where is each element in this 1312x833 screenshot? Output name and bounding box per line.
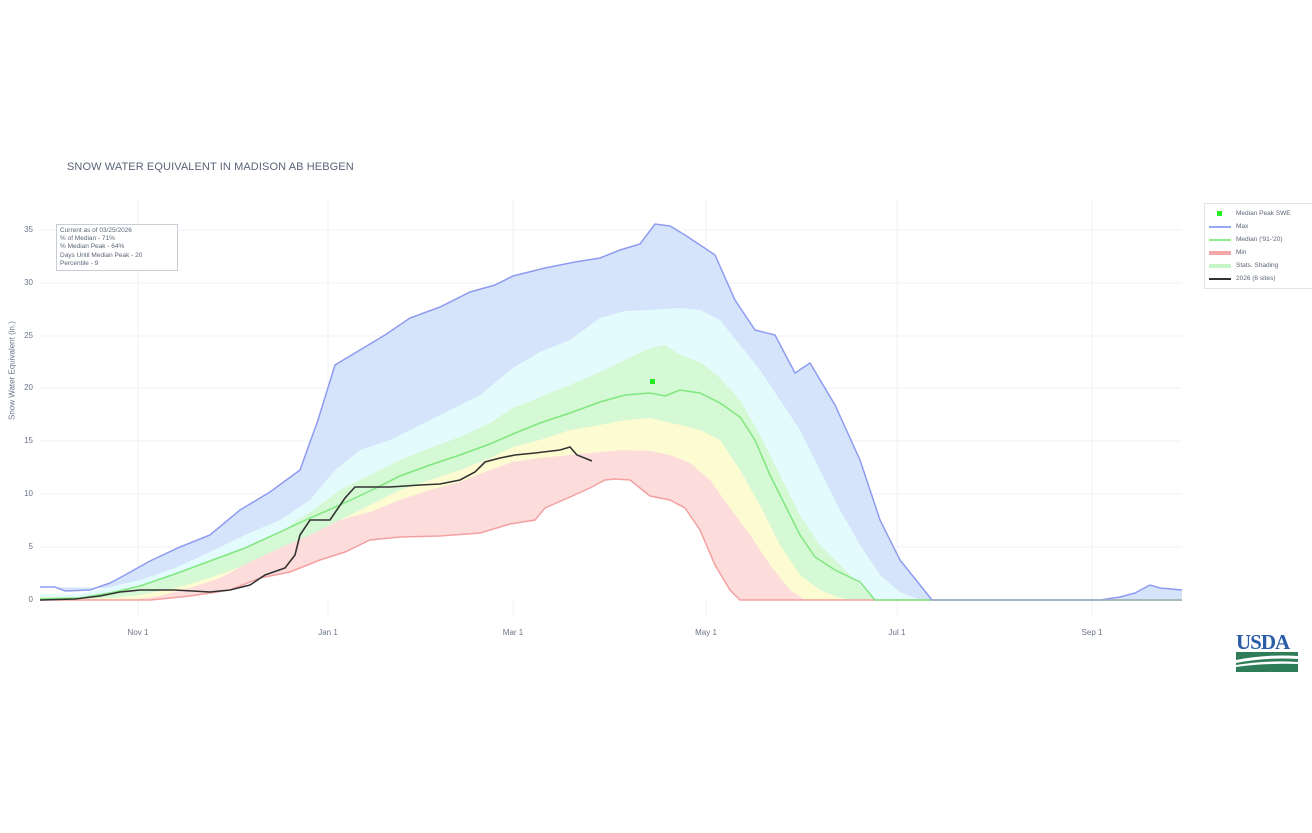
median-line — [39, 389, 1182, 601]
y-tick-30: 30 — [24, 278, 33, 287]
y-tick-35: 35 — [24, 225, 33, 234]
median-peak-marker[interactable] — [650, 379, 655, 384]
legend-item-max[interactable]: Max — [1209, 220, 1311, 233]
legend-label: Min — [1236, 249, 1247, 256]
current-stats-box: Current as of 03/25/2026 % of Median - 7… — [56, 224, 178, 272]
chart-title: SNOW WATER EQUIVALENT IN MADISON AB HEBG… — [67, 161, 354, 173]
below-min — [40, 479, 740, 601]
line-icon — [1209, 261, 1231, 271]
stats-percentile: Percentile - 9 — [60, 259, 99, 267]
marker-icon — [1209, 209, 1231, 219]
y-tick-10: 10 — [24, 489, 33, 498]
legend-item-median[interactable]: Median ('91-'20) — [1209, 233, 1311, 246]
y-tick-25: 25 — [24, 331, 33, 340]
line-icon — [1209, 248, 1231, 258]
stats-days-until-peak: Days Until Median Peak - 20 — [60, 251, 143, 259]
usda-logo: USDA — [1236, 632, 1298, 677]
y-tick-5: 5 — [28, 542, 33, 551]
y-tick-15: 15 — [24, 436, 33, 445]
legend-item-median-peak[interactable]: Median Peak SWE — [1209, 207, 1311, 220]
y-tick-0: 0 — [28, 595, 33, 604]
legend-label: 2026 (6 sites) — [1236, 275, 1276, 282]
legend-item-stats-shading[interactable]: Stats. Shading — [1209, 259, 1311, 272]
usda-logo-text: USDA — [1236, 630, 1290, 654]
usda-field-icon — [1236, 652, 1298, 672]
min-line — [40, 478, 1182, 601]
x-tick-nov: Nov 1 — [127, 628, 149, 637]
legend-label: Stats. Shading — [1236, 262, 1279, 269]
y-tick-20: 20 — [24, 383, 33, 392]
chart-legend: Median Peak SWE Max Median ('91-'20) Min… — [1204, 203, 1312, 289]
line-icon — [1209, 235, 1231, 245]
legend-item-min[interactable]: Min — [1209, 246, 1311, 259]
x-tick-sep: Sep 1 — [1081, 628, 1103, 637]
x-tick-may: May 1 — [695, 628, 717, 637]
max-line — [40, 223, 1183, 601]
legend-label: Median Peak SWE — [1236, 210, 1291, 217]
line-icon — [1209, 274, 1231, 284]
legend-label: Max — [1236, 223, 1249, 230]
current-year-line — [39, 446, 593, 601]
stats-pct-median: % of Median - 71% — [60, 235, 115, 243]
stats-current-date: Current as of 03/25/2026 — [60, 227, 132, 234]
y-axis-label: Snow Water Equivalent (in.) — [7, 321, 17, 420]
x-tick-mar: Mar 1 — [502, 628, 524, 637]
legend-label: Median ('91-'20) — [1236, 236, 1283, 243]
x-tick-jul: Jul 1 — [888, 628, 906, 637]
stats-pct-median-peak: % Median Peak - 64% — [60, 243, 125, 251]
legend-item-current-year[interactable]: 2026 (6 sites) — [1209, 272, 1311, 285]
line-icon — [1209, 222, 1231, 232]
x-tick-jan: Jan 1 — [318, 628, 338, 637]
